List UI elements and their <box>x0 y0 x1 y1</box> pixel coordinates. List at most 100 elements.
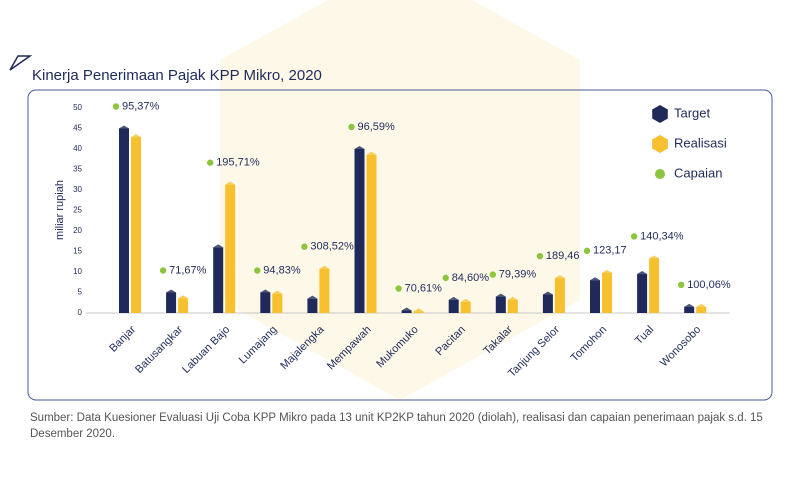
y-tick-label: 45 <box>73 124 82 133</box>
bar <box>696 306 707 313</box>
capaian-label: 70,61% <box>405 282 443 294</box>
x-tick-label: Lumajang <box>237 324 280 367</box>
capaian-label: 100,06% <box>687 279 731 291</box>
bar-cap <box>542 291 553 295</box>
capaian-dot <box>630 233 638 240</box>
bar <box>413 311 424 313</box>
legend-label: Realisasi <box>674 135 727 150</box>
bar-cap <box>260 289 271 293</box>
legend-label: Capaian <box>674 165 722 180</box>
legend-swatch <box>652 105 668 123</box>
capaian-label: 195,71% <box>216 157 260 169</box>
x-tick-label: Tual <box>633 324 656 347</box>
bar <box>366 154 377 313</box>
capaian-dot <box>254 267 261 274</box>
title-ornament <box>9 55 33 71</box>
bar-cap <box>590 277 600 281</box>
bar <box>542 294 553 313</box>
y-tick-label: 0 <box>78 308 83 317</box>
capaian-label: 94,83% <box>263 264 301 276</box>
y-tick-label: 20 <box>73 226 82 235</box>
bar <box>260 292 271 313</box>
bar <box>119 128 129 313</box>
capaian-label: 79,39% <box>499 269 537 281</box>
bar <box>684 306 695 313</box>
y-tick-label: 25 <box>73 206 82 215</box>
bar <box>649 258 660 313</box>
capaian-dot <box>489 271 496 278</box>
x-tick-label: Labuan Bajo <box>180 324 232 376</box>
capaian-label: 308,52% <box>310 241 354 253</box>
bar-cap <box>448 296 459 300</box>
bar-cap <box>649 255 660 259</box>
bar-cap <box>401 307 412 311</box>
y-tick-label: 50 <box>73 103 82 112</box>
bar <box>401 310 412 313</box>
bar-cap <box>637 271 648 275</box>
bar-cap <box>131 134 141 138</box>
y-axis-label: miliar rupiah <box>54 180 66 240</box>
bar-cap <box>460 298 471 302</box>
capaian-dot <box>207 159 214 166</box>
chart-title: Kinerja Penerimaan Pajak KPP Mikro, 2020 <box>32 67 322 84</box>
bar-cap <box>307 295 318 299</box>
capaian-dot <box>348 123 355 131</box>
bar-cap <box>178 295 189 299</box>
capaian-dot <box>583 247 591 255</box>
bar-cap <box>213 244 224 248</box>
bar <box>307 298 318 313</box>
capaian-label: 96,59% <box>358 121 396 133</box>
chart-frame <box>27 89 773 401</box>
bar-cap <box>684 303 695 307</box>
bar <box>448 299 459 313</box>
y-tick-label: 15 <box>73 247 82 256</box>
bar <box>166 292 177 313</box>
legend-swatch <box>652 135 668 153</box>
bar-cap <box>119 125 129 129</box>
y-tick-label: 30 <box>73 185 82 194</box>
bar <box>354 149 365 313</box>
capaian-label: 140,34% <box>640 230 684 242</box>
capaian-label: 71,67% <box>169 264 207 276</box>
capaian-dot <box>678 281 685 289</box>
bar <box>554 278 565 313</box>
capaian-dot <box>442 274 449 282</box>
x-tick-label: Banjar <box>107 323 138 354</box>
bar-cap <box>272 290 283 294</box>
capaian-dot <box>395 285 402 292</box>
x-tick-label: Tomohon <box>569 324 609 364</box>
bar-cap <box>166 289 177 293</box>
capaian-dot <box>112 103 120 110</box>
bar-cap <box>319 265 330 269</box>
bar <box>602 272 612 313</box>
bar <box>319 268 330 313</box>
bar-cap <box>495 293 506 297</box>
bar-cap <box>507 296 518 300</box>
bar <box>495 296 506 313</box>
capaian-dot <box>301 243 308 250</box>
capaian-label: 84,60% <box>452 272 490 284</box>
bar <box>131 137 141 313</box>
bar <box>178 298 189 313</box>
bar-cap <box>602 269 612 273</box>
capaian-label: 95,37% <box>122 100 160 112</box>
bar-cap <box>366 151 377 155</box>
y-tick-label: 10 <box>73 267 82 276</box>
capaian-dot <box>159 267 167 274</box>
bar-cap <box>554 275 565 279</box>
legend-swatch <box>655 169 665 179</box>
capaian-dot <box>536 252 544 260</box>
bar <box>590 280 600 313</box>
bar-cap <box>696 303 707 307</box>
bar-cap <box>225 181 236 185</box>
bar-cap <box>413 308 424 312</box>
capaian-label: 123,17 <box>593 245 627 257</box>
y-tick-label: 40 <box>73 144 82 153</box>
bar <box>460 301 471 313</box>
y-tick-label: 35 <box>73 165 82 174</box>
bar <box>272 293 283 313</box>
source-note: Sumber: Data Kuesioner Evaluasi Uji Coba… <box>30 412 763 440</box>
